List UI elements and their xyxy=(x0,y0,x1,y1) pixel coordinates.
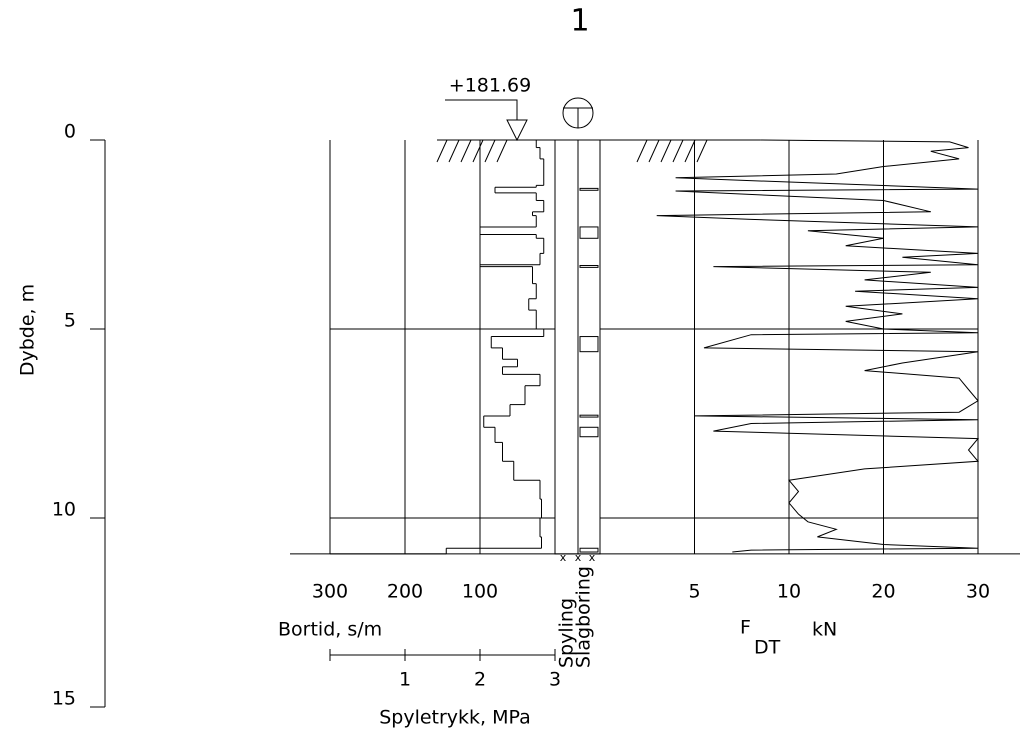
depth-axis-label: Dybde, m xyxy=(17,284,39,376)
elevation-leader xyxy=(445,99,518,120)
depth-tick-label: 5 xyxy=(64,310,76,332)
spyletrykk-axis-label: Spyletrykk, MPa xyxy=(379,707,531,729)
force-tick-label: 5 xyxy=(688,581,700,603)
slagboring-interval xyxy=(579,226,599,239)
slagboring-column xyxy=(577,139,601,555)
column-marker: x xyxy=(575,551,582,564)
elevation-label: +181.69 xyxy=(449,75,531,97)
slagboring-interval xyxy=(579,426,599,438)
depth-tick-label: 10 xyxy=(52,499,76,521)
bortid-axis-label: Bortid, s/m xyxy=(278,619,382,641)
terrain-hatch xyxy=(636,139,708,163)
force-curve xyxy=(656,139,980,553)
column-marker: x xyxy=(560,551,567,564)
column-marker: x xyxy=(589,551,596,564)
slagboring-interval xyxy=(579,414,599,418)
terrain-hatch xyxy=(436,139,508,163)
depth-tick-label: 0 xyxy=(64,121,76,143)
column-label: Slagboring xyxy=(573,566,595,668)
method-symbol-t xyxy=(563,107,593,128)
force-tick-label: 30 xyxy=(966,581,990,603)
slagboring-interval xyxy=(579,264,599,268)
depth-tick-label: 15 xyxy=(52,688,76,710)
spyling-column xyxy=(554,139,579,555)
force-axis-unit: kN xyxy=(812,619,837,641)
spyletrykk-tick-label: 3 xyxy=(549,669,561,691)
force-axis-label: F xyxy=(740,617,751,639)
chart-title: 1 xyxy=(570,4,589,39)
bortid-tick-label: 100 xyxy=(462,581,498,603)
force-axis-subscript: DT xyxy=(754,637,781,659)
spyletrykk-tick-label: 2 xyxy=(474,669,486,691)
ground-triangle xyxy=(506,119,528,142)
bortid-tick-label: 300 xyxy=(312,581,348,603)
force-tick-label: 10 xyxy=(777,581,801,603)
column-label: Spyling xyxy=(556,598,578,668)
slagboring-interval xyxy=(579,336,599,353)
force-tick-label: 20 xyxy=(871,581,895,603)
spyletrykk-tick-label: 1 xyxy=(399,669,411,691)
slagboring-interval xyxy=(579,547,599,553)
bortid-tick-label: 200 xyxy=(387,581,423,603)
slagboring-interval xyxy=(579,187,599,191)
